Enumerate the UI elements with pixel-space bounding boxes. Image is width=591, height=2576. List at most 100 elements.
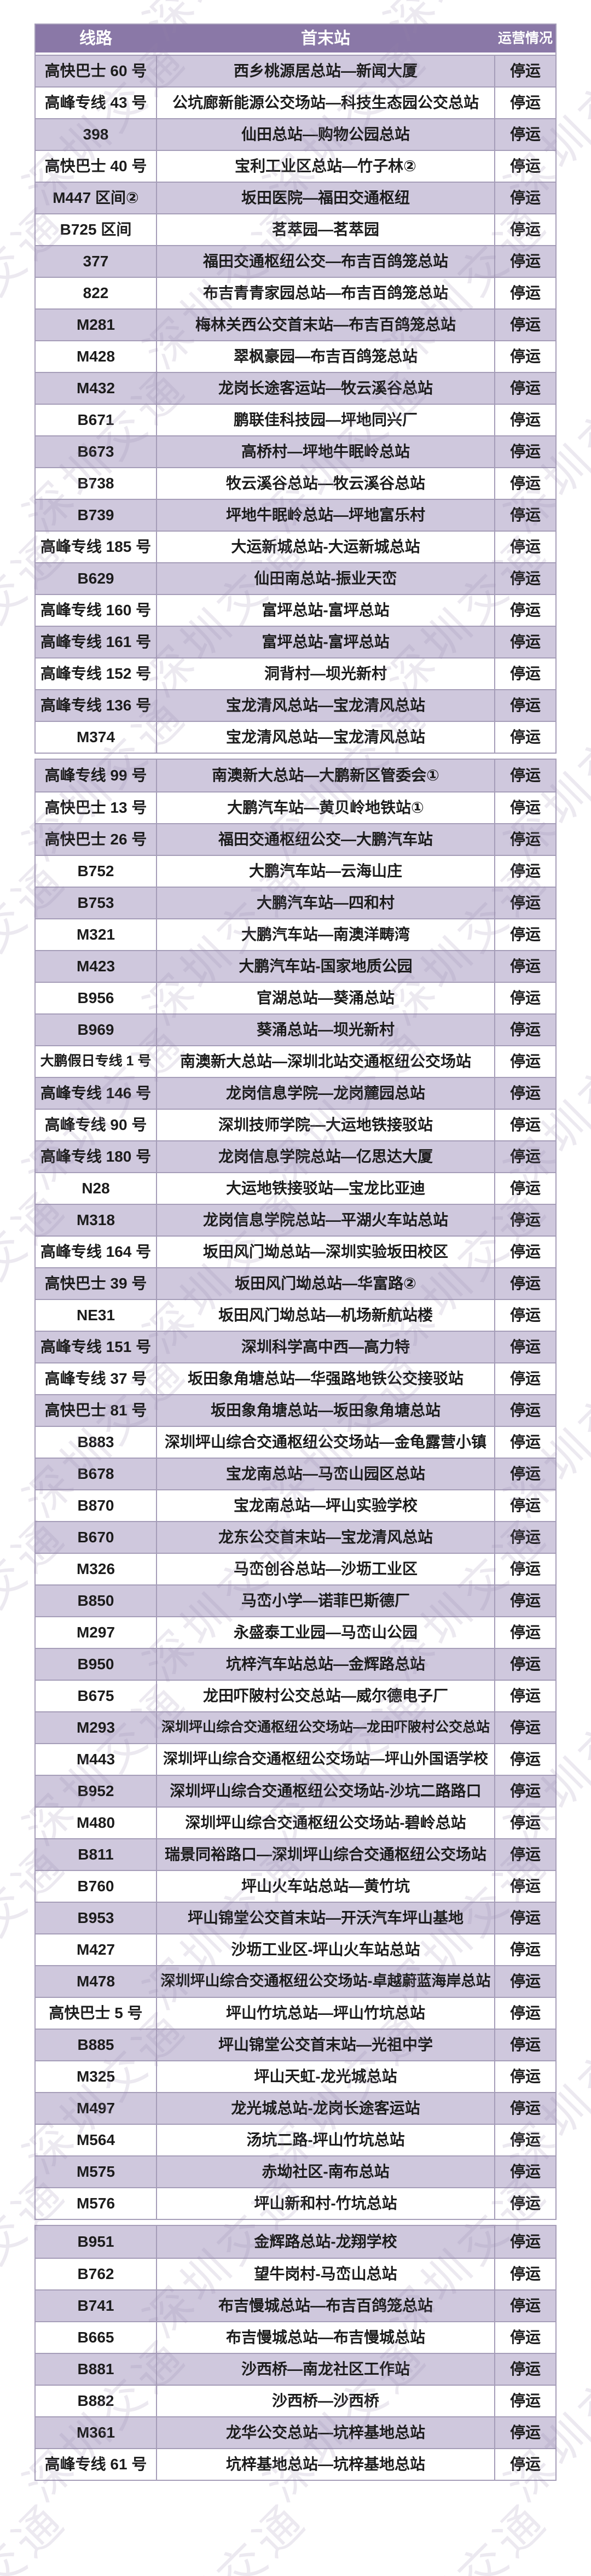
status-cell-text: 停运 <box>509 252 541 270</box>
status-cell: 停运 <box>495 1681 555 1711</box>
stations-cell-text: 深圳坪山综合交通枢纽公交场站—坪山外国语学校 <box>163 1751 488 1768</box>
route-cell-text: B850 <box>77 1592 114 1609</box>
stations-cell-text: 南澳新大总站—深圳北站交通枢纽公交场站 <box>179 1052 471 1070</box>
stations-cell-text: 富坪总站-富坪总站 <box>262 601 390 619</box>
stations-cell-text: 坪山竹坑总站—坪山竹坑总站 <box>225 2004 425 2021</box>
stations-cell: 深圳坪山综合交通枢纽公交场站—金龟露营小镇 <box>156 1427 495 1458</box>
column-header-label: 运营情况 <box>497 30 553 46</box>
status-cell-text: 停运 <box>509 189 541 206</box>
route-cell-text: B665 <box>77 2328 114 2346</box>
route-cell-text: 高峰专线 164 号 <box>40 1243 152 1260</box>
route-cell-text: B675 <box>77 1687 114 1704</box>
stations-cell: 深圳技师学院—大运地铁接驳站 <box>156 1110 495 1140</box>
status-cell-text: 停运 <box>509 1338 541 1355</box>
stations-cell-text: 富坪总站-富坪总站 <box>262 633 390 650</box>
stations-cell-text: 坪山锦堂公交首末站—开沃汽车坪山基地 <box>187 1909 463 1926</box>
stations-cell: 马峦小学—诺菲巴斯德厂 <box>156 1586 495 1616</box>
table-row: NE31 坂田风门坳总站—机场新航站楼 停运 <box>36 1299 555 1331</box>
route-cell: M281 <box>36 310 156 340</box>
route-cell-text: B629 <box>77 569 114 587</box>
stations-cell-text: 布吉慢城总站—布吉慢城总站 <box>225 2328 425 2346</box>
stations-cell: 洞背村—坝光新村 <box>156 658 495 689</box>
status-cell: 停运 <box>495 1744 555 1775</box>
status-cell-text: 停运 <box>509 569 541 587</box>
stations-cell: 沙西桥—沙西桥 <box>156 2386 495 2416</box>
table-row: B738 牧云溪谷总站—牧云溪谷总站 停运 <box>36 467 555 499</box>
status-cell: 停运 <box>495 1078 555 1109</box>
stations-cell: 坪山锦堂公交首末站—光祖中学 <box>156 2030 495 2060</box>
stations-cell-text: 坂田象角塘总站—华强路地铁公交接驳站 <box>187 1369 463 1387</box>
stations-cell: 布吉慢城总站—布吉慢城总站 <box>156 2322 495 2353</box>
status-cell-text: 停运 <box>509 1179 541 1197</box>
stations-cell: 坪山竹坑总站—坪山竹坑总站 <box>156 1998 495 2029</box>
status-cell-text: 停运 <box>509 157 541 174</box>
table-row: M281 梅林关西公交首末站—布吉百鸽笼总站 停运 <box>36 308 555 340</box>
stations-cell-text: 宝龙清风总站—宝龙清风总站 <box>225 728 425 745</box>
status-cell: 停运 <box>495 2157 555 2187</box>
table-row: B725 区间 茗萃园—茗萃园 停运 <box>36 213 555 245</box>
route-cell: 高快巴士 40 号 <box>36 151 156 182</box>
table-row: B741 布吉慢城总站—布吉百鸽笼总站 停运 <box>36 2289 555 2321</box>
stations-cell: 宝龙清风总站—宝龙清风总站 <box>156 722 495 753</box>
table-row: 高峰专线 185 号 大运新城总站-大运新城总站 停运 <box>36 531 555 562</box>
status-cell-text: 停运 <box>509 1972 541 1990</box>
status-cell: 停运 <box>495 1554 555 1584</box>
stations-cell-text: 布吉青青家园总站—布吉百鸽笼总站 <box>202 284 448 301</box>
route-cell-text: 大鹏假日专线 1 号 <box>40 1053 152 1069</box>
stations-cell: 龙岗信息学院—龙岗麓园总站 <box>156 1078 495 1109</box>
column-header-route: 线路 <box>36 25 156 53</box>
status-cell: 停运 <box>495 1363 555 1394</box>
status-cell: 停运 <box>495 56 555 86</box>
route-cell-text: 377 <box>83 252 109 270</box>
table-row: M497 龙光城总站-龙岗长途客运站 停运 <box>36 2092 555 2124</box>
status-cell-text: 停运 <box>509 1623 541 1641</box>
stations-cell: 深圳坪山综合交通枢纽公交场站—龙田吓陂村公交总站 <box>156 1712 495 1743</box>
status-cell-text: 停运 <box>509 1940 541 1958</box>
route-cell-text: M575 <box>76 2163 115 2180</box>
status-cell: 停运 <box>495 214 555 245</box>
route-cell-text: 高快巴士 26 号 <box>44 830 147 848</box>
status-cell-text: 停运 <box>509 1496 541 1514</box>
table-row: M326 马峦创谷总站—沙坜工业区 停运 <box>36 1553 555 1584</box>
status-cell: 停运 <box>495 2386 555 2416</box>
table-row: M374 宝龙清风总站—宝龙清风总站 停运 <box>36 721 555 753</box>
route-cell: M443 <box>36 1744 156 1775</box>
status-cell-text: 停运 <box>509 1052 541 1070</box>
status-cell: 停运 <box>495 563 555 594</box>
status-cell-text: 停运 <box>509 1877 541 1895</box>
stations-cell: 深圳坪山综合交通枢纽公交场站—坪山外国语学校 <box>156 1744 495 1775</box>
table-row: 822 布吉青青家园总站—布吉百鸽笼总站 停运 <box>36 277 555 308</box>
stations-cell-text: 坂田风门坳总站—深圳实验坂田校区 <box>202 1243 448 1260</box>
stations-cell-text: 鹏联佳科技园—坪地同兴厂 <box>233 411 418 428</box>
status-cell-text: 停运 <box>509 728 541 745</box>
stations-cell-text: 宝龙南总站—坪山实验学校 <box>233 1496 418 1514</box>
status-cell-text: 停运 <box>509 601 541 619</box>
stations-cell-text: 官湖总站—葵涌总站 <box>256 989 395 1006</box>
table-row: 高峰专线 146 号 龙岗信息学院—龙岗麓园总站 停运 <box>36 1077 555 1109</box>
route-cell-text: B753 <box>77 894 114 911</box>
status-cell: 停运 <box>495 2322 555 2353</box>
table-row: B671 鹏联佳科技园—坪地同兴厂 停运 <box>36 404 555 435</box>
stations-cell-text: 茗萃园—茗萃园 <box>271 220 379 238</box>
route-cell-text: M443 <box>76 1750 115 1768</box>
table-row: B950 坑梓汽车站总站—金辉路总站 停运 <box>36 1648 555 1680</box>
table-row: B811 瑞景同裕路口—深圳坪山综合交通枢纽公交场站 停运 <box>36 1838 555 1870</box>
route-cell: B951 <box>36 2226 156 2258</box>
table-row: 高峰专线 180 号 龙岗信息学院总站—亿思达大厦 停运 <box>36 1140 555 1172</box>
status-cell-text: 停运 <box>509 1369 541 1387</box>
status-cell-text: 停运 <box>509 1306 541 1324</box>
stations-cell-text: 金辉路总站-龙翔学校 <box>254 2233 397 2250</box>
table-row: 高快巴士 13 号 大鹏汽车站—黄贝岭地铁站① 停运 <box>36 791 555 823</box>
table-row: B969 葵涌总站—坝光新村 停运 <box>36 1013 555 1045</box>
stations-cell: 汤坑二路-坪山竹坑总站 <box>156 2125 495 2155</box>
stations-cell: 沙西桥—南龙社区工作站 <box>156 2354 495 2385</box>
table-row: B881 沙西桥—南龙社区工作站 停运 <box>36 2353 555 2385</box>
table-row: M423 大鹏汽车站-国家地质公园 停运 <box>36 950 555 982</box>
table-section-2: 高峰专线 99 号南澳新大总站—大鹏新区管委会① 停运 高快巴士 13 号大鹏汽车站… <box>34 759 557 2220</box>
status-cell-text: 停运 <box>509 220 541 238</box>
route-cell-text: B762 <box>77 2265 114 2282</box>
table-row: M297 永盛泰工业园—马峦山公园 停运 <box>36 1616 555 1648</box>
stations-cell: 瑞景同裕路口—深圳坪山综合交通枢纽公交场站 <box>156 1839 495 1870</box>
table-row: 高快巴士 81 号 坂田象角塘总站—坂田象角塘总站 停运 <box>36 1394 555 1426</box>
status-cell: 停运 <box>495 983 555 1013</box>
